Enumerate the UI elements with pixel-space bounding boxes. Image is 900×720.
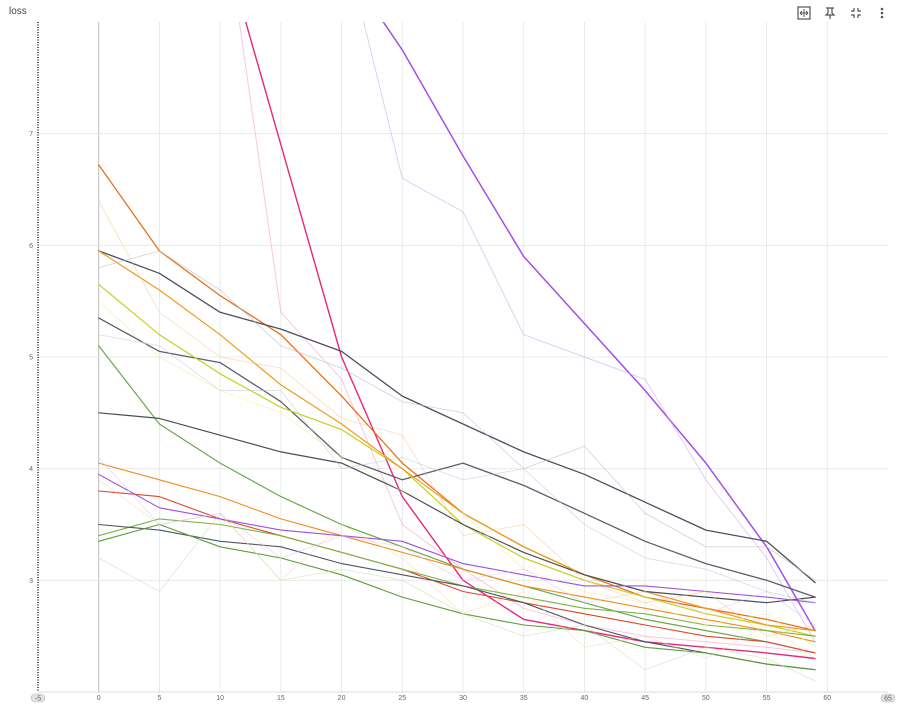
series-line-run_pink_raw xyxy=(238,22,816,654)
x-edge-label: 65 xyxy=(884,696,892,703)
x-tick-label: 55 xyxy=(763,695,771,702)
y-axis: 3 4 5 6 7 xyxy=(29,22,39,692)
x-tick-label: 15 xyxy=(277,695,285,702)
x-tick-label: 50 xyxy=(702,695,710,702)
series-line-raw_grey_a xyxy=(98,250,816,581)
fit-domain-icon xyxy=(797,6,811,20)
more-vert-icon xyxy=(880,7,884,19)
series-line-raw_orange xyxy=(98,200,816,637)
y-tick-label: 6 xyxy=(29,243,33,250)
card-toolbar xyxy=(794,4,892,22)
x-tick-label: 35 xyxy=(520,695,528,702)
x-tick-label: 10 xyxy=(216,695,224,702)
chart-title: loss xyxy=(9,6,27,17)
series-line-run_pink_main xyxy=(244,22,816,660)
series-line-run_dark_a xyxy=(98,250,816,584)
x-tick-label: 40 xyxy=(581,695,589,702)
series-line-raw_yellow xyxy=(98,300,816,648)
series-line-run_green_b xyxy=(98,518,816,637)
x-tick-label: 5 xyxy=(157,695,161,702)
x-axis: 0 5 10 15 20 25 30 35 40 45 50 55 60 -5 65 xyxy=(30,691,896,703)
x-edge-label: -5 xyxy=(35,696,41,703)
x-tick-label: 25 xyxy=(398,695,406,702)
x-tick-label: 60 xyxy=(823,695,831,702)
fullscreen-button[interactable] xyxy=(846,4,866,22)
y-tick-label: 7 xyxy=(29,131,33,138)
x-edge-pill xyxy=(880,693,896,703)
x-tick-label: 0 xyxy=(97,695,101,702)
more-options-button[interactable] xyxy=(872,4,892,22)
fit-domain-button[interactable] xyxy=(794,4,814,22)
x-tick-label: 20 xyxy=(338,695,346,702)
series-line-run_dark_c xyxy=(98,412,816,604)
series-line-run_yellow xyxy=(98,283,816,637)
series-line-run_purple_main xyxy=(382,22,816,632)
y-tick-label: 5 xyxy=(29,355,33,362)
x-tick-label: 30 xyxy=(459,695,467,702)
series-line-run_orange_a xyxy=(98,164,816,632)
y-tick-label: 4 xyxy=(29,466,33,473)
series-line-run_orange_c xyxy=(98,462,816,643)
series-line-run_dark_b xyxy=(98,317,816,598)
fullscreen-icon xyxy=(851,8,861,18)
series-group xyxy=(98,22,816,682)
series-line-run_green_a xyxy=(98,345,816,654)
y-tick-label: 3 xyxy=(29,578,33,585)
series-line-run_orange_b xyxy=(98,250,816,632)
series-line-raw_peach xyxy=(98,479,816,659)
series-line-raw_lilac xyxy=(98,457,816,626)
x-edge-pill xyxy=(30,693,46,703)
pin-icon xyxy=(824,7,836,19)
x-tick-label: 45 xyxy=(641,695,649,702)
pin-button[interactable] xyxy=(820,4,840,22)
series-line-run_purple_raw xyxy=(363,22,816,643)
